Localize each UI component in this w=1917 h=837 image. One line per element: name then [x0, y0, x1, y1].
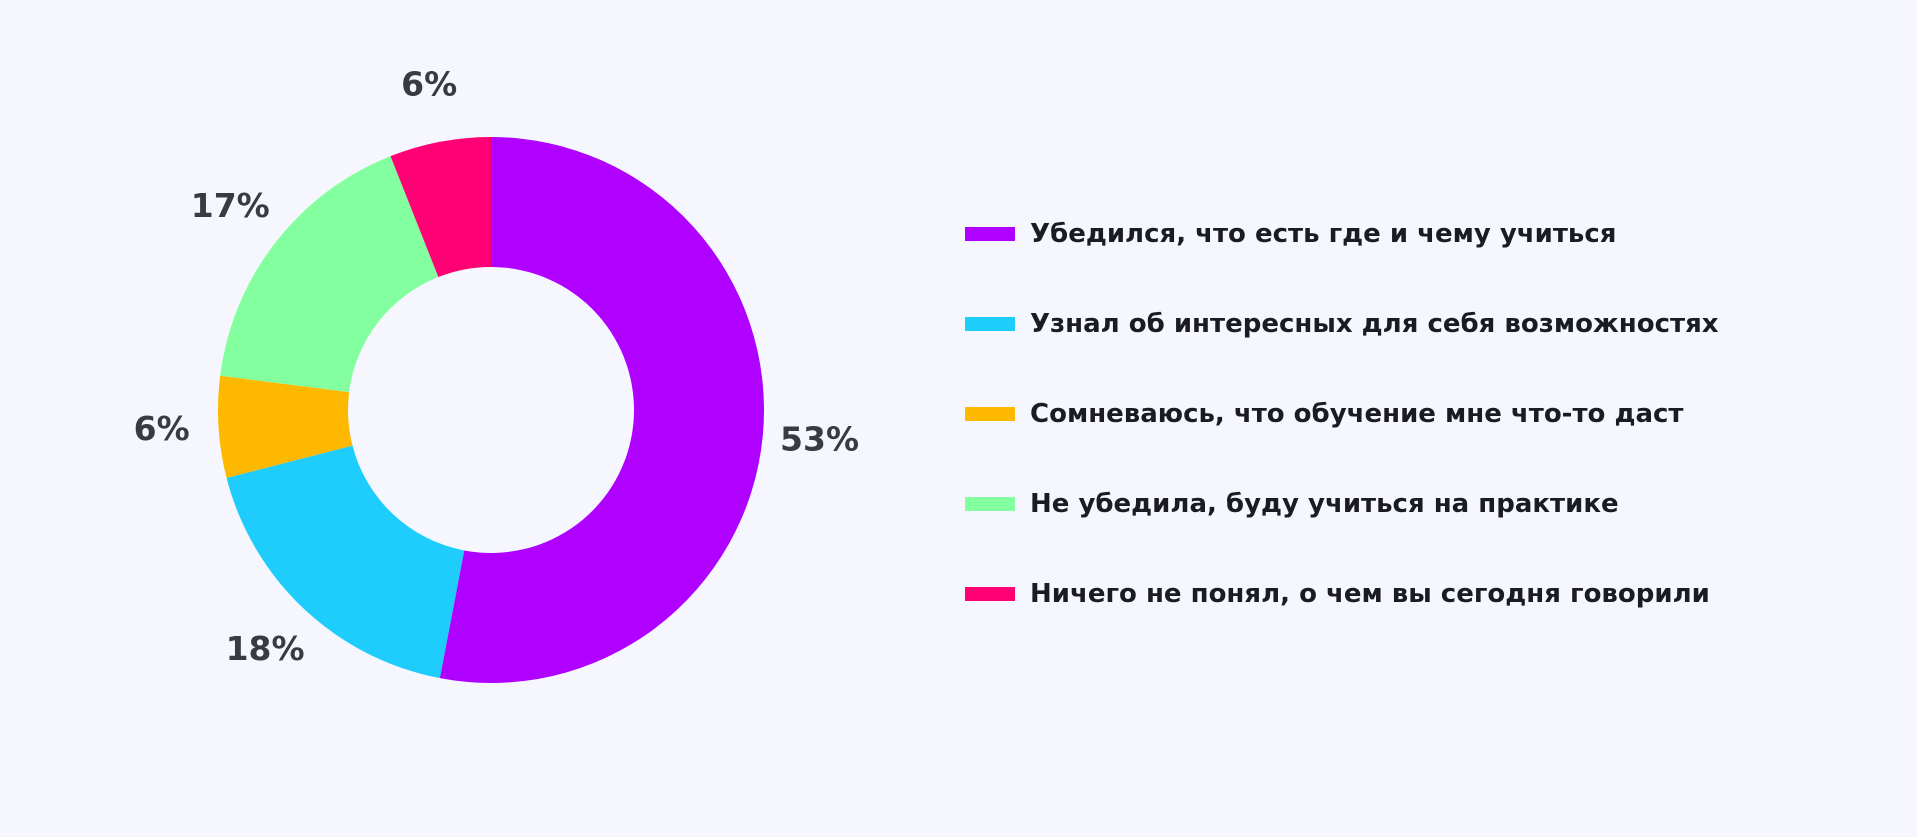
- slice-value-label: 6%: [401, 64, 457, 103]
- donut-slice: [226, 445, 465, 679]
- donut-chart: 53% 18% 6% 17% 6%: [134, 64, 859, 683]
- legend-item: Ничего не понял, о чем вы сегодня говори…: [965, 571, 1719, 616]
- legend-label: Узнал об интересных для себя возможностя…: [1030, 308, 1719, 339]
- donut-value-labels: 53% 18% 6% 17% 6%: [134, 64, 859, 668]
- donut-slice: [439, 137, 765, 683]
- legend-swatch: [965, 316, 1015, 331]
- slice-value-label: 53%: [780, 420, 859, 459]
- legend-label: Не убедила, буду учиться на практике: [1030, 488, 1619, 519]
- legend-label: Ничего не понял, о чем вы сегодня говори…: [1030, 578, 1710, 609]
- legend-swatch: [965, 496, 1015, 511]
- legend-swatch: [965, 406, 1015, 421]
- legend-item: Убедился, что есть где и чему учиться: [965, 211, 1719, 256]
- donut-slices: [218, 137, 765, 683]
- legend-swatch: [965, 586, 1015, 601]
- legend-item: Узнал об интересных для себя возможностя…: [965, 301, 1719, 346]
- legend-item: Сомневаюсь, что обучение мне что-то даст: [965, 391, 1719, 436]
- slice-value-label: 17%: [191, 186, 270, 225]
- legend: Убедился, что есть где и чему учиться Уз…: [965, 211, 1719, 661]
- legend-label: Сомневаюсь, что обучение мне что-то даст: [1030, 398, 1684, 429]
- donut-slice: [220, 156, 439, 393]
- legend-item: Не убедила, буду учиться на практике: [965, 481, 1719, 526]
- legend-swatch: [965, 226, 1015, 241]
- donut-slice: [390, 137, 491, 278]
- slice-value-label: 18%: [226, 629, 305, 668]
- slice-value-label: 6%: [134, 409, 190, 448]
- donut-slice: [218, 375, 353, 478]
- legend-label: Убедился, что есть где и чему учиться: [1030, 218, 1617, 249]
